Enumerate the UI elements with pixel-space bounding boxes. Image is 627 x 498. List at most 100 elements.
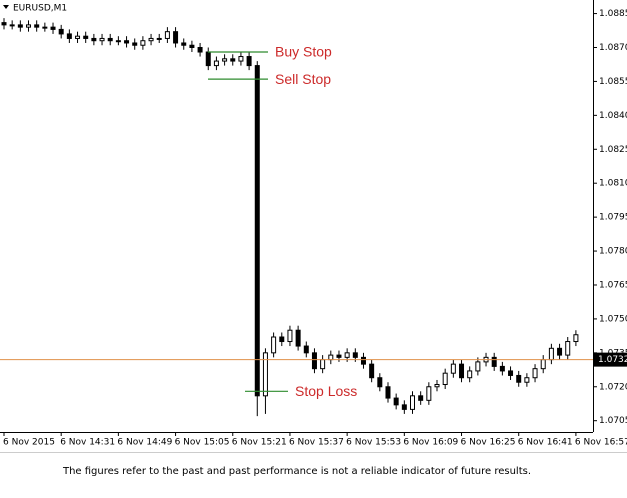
candle-body [442,372,448,386]
candle-body [132,42,138,46]
price-tag-label: 1.0732 [598,355,627,365]
candle-body [450,363,456,374]
x-tick-label: 6 Nov 14:49 [117,438,172,448]
order-label: Buy Stop [275,44,332,60]
candle-body [58,28,64,35]
candle-body [230,58,236,62]
candle-body [467,370,473,379]
candle-body [205,51,211,67]
candle-body [410,395,415,410]
candle-body [50,26,56,30]
candle-body [540,359,546,370]
candle-body [91,37,97,42]
candle-body [9,24,15,27]
candle-body [34,24,40,28]
x-tick-label: 6 Nov 15:05 [175,438,230,448]
candle-body [124,40,130,44]
candle-body [385,386,391,399]
order-label: Sell Stop [275,71,331,87]
price-tag [594,352,627,367]
candle-body [197,46,203,53]
candle-body [573,334,579,343]
menu-arrow[interactable] [3,5,9,9]
candle-body [303,345,309,354]
candle-body [17,24,23,28]
candle-body [246,56,252,67]
y-tick-label: 1.0750 [599,314,627,324]
candle-body [66,33,72,39]
candle-body [287,329,293,343]
candle-body [499,365,505,372]
y-tick-label: 1.0795 [599,213,627,223]
candle-body [426,386,432,401]
candle-body [475,361,481,372]
candle-body [369,363,375,379]
candle-body [181,42,187,46]
y-tick-label: 1.0780 [599,247,627,257]
candle-body [238,56,244,62]
x-tick-label: 6 Nov 16:09 [403,438,458,448]
candle-body [107,37,113,42]
candle-body [164,31,170,39]
y-tick-label: 1.0810 [599,179,627,189]
candle-body [377,377,383,388]
candle-body [213,60,219,67]
y-tick-label: 1.0855 [599,77,627,87]
candle-body [295,329,301,347]
candle-body [26,24,32,28]
x-tick-label: 6 Nov 16:57 [575,438,627,448]
candle-body [434,384,440,388]
candle-body [311,352,317,370]
candle-body [401,404,407,410]
candle-body [173,31,179,44]
x-tick-label: 6 Nov 15:37 [289,438,344,448]
candle-body [418,395,424,401]
candle-body [42,26,48,29]
candle-body [156,37,162,40]
x-tick-label: 6 Nov 16:41 [518,438,573,448]
y-tick-label: 1.0885 [599,9,627,19]
candle-body [532,368,538,379]
candle-body [140,40,146,46]
x-tick-label: 6 Nov 2015 [3,438,55,448]
candle-body [344,352,350,358]
y-tick-label: 1.0705 [599,416,627,426]
candle-body [320,359,326,370]
candle-body [328,354,334,361]
y-tick-label: 1.0765 [599,280,627,290]
candle-body [271,336,277,354]
candle-body [508,370,514,376]
footnote: The figures refer to the past and past p… [62,466,531,477]
y-tick-label: 1.0825 [599,145,627,155]
candle-body [115,40,121,43]
candle-body [83,35,89,39]
y-tick-label: 1.0840 [599,111,627,121]
candle-body [262,352,268,397]
symbol-label: EURUSD,M1 [13,4,67,14]
candle-body [548,347,554,361]
candle-body [557,347,563,356]
candle-body [75,35,81,39]
candle-body [459,363,465,379]
order-label: Stop Loss [295,383,357,399]
candle-body [565,341,571,356]
y-tick-label: 1.0720 [599,382,627,392]
candle-body [491,356,497,367]
x-tick-label: 6 Nov 15:21 [232,438,287,448]
y-tick-label: 1.0870 [599,43,627,53]
x-tick-label: 6 Nov 16:25 [461,438,516,448]
x-tick-label: 6 Nov 15:53 [346,438,401,448]
candle-body [189,44,195,48]
candle-body [99,37,105,42]
candle-body [516,374,522,383]
candle-body [222,58,228,62]
candle-body [524,377,530,383]
candle-body [393,397,399,406]
x-tick-label: 6 Nov 14:31 [60,438,115,448]
candle-body [148,37,154,42]
candle-body [279,336,285,343]
candle-body [336,354,342,358]
candle-body [1,22,7,26]
